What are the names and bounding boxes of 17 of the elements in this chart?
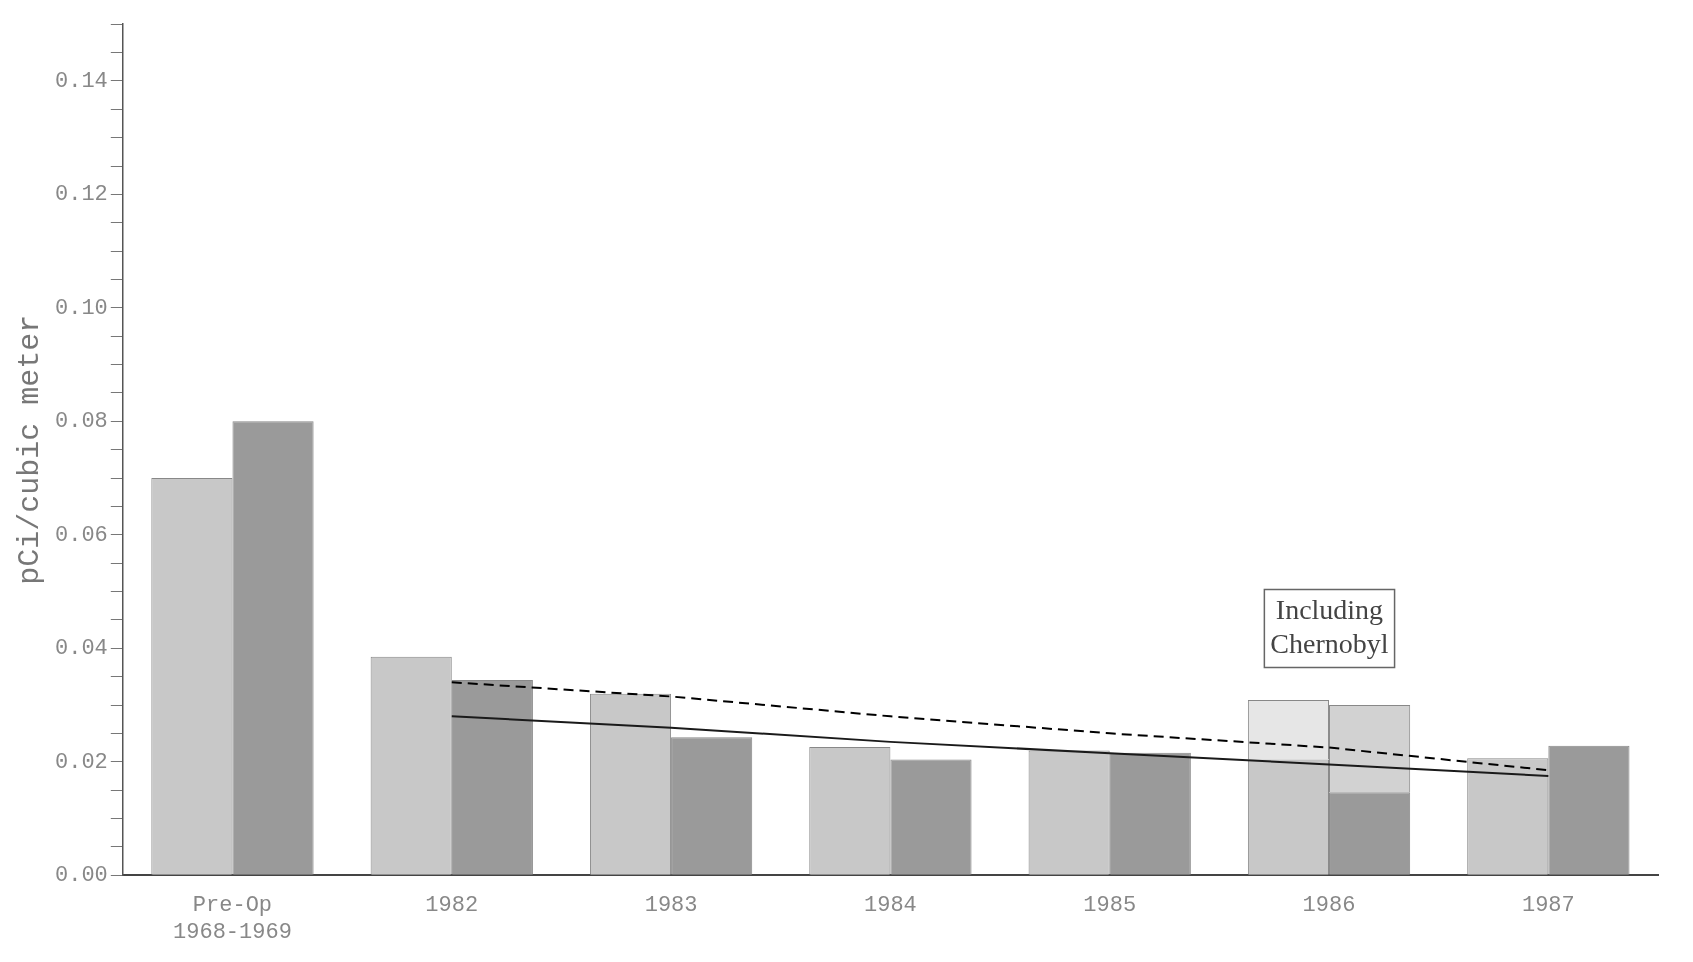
- x-tick-label: 1984: [864, 893, 917, 919]
- x-tick-label: 1987: [1521, 893, 1575, 919]
- y-tick-label: 0.04: [55, 636, 108, 662]
- x-tick-label: Pre-Op 1968-1969: [173, 893, 292, 945]
- y-tick-label: 0.12: [55, 182, 108, 208]
- x-tick-label: 1982: [425, 893, 479, 919]
- y-axis-title: pCi/cubic meter: [12, 314, 47, 585]
- y-tick-label: 0.08: [55, 409, 108, 435]
- x-tick-label: 1986: [1302, 893, 1356, 919]
- annotation: Including Chernobyl: [1270, 593, 1389, 659]
- y-tick-label: 0.10: [55, 295, 108, 321]
- x-tick-label: 1983: [644, 893, 698, 919]
- x-tick-label: 1985: [1083, 893, 1137, 919]
- y-tick-label: 0.00: [55, 863, 108, 889]
- y-tick-label: 0.14: [55, 68, 108, 94]
- y-tick-label: 0.06: [55, 522, 108, 548]
- y-tick-label: 0.02: [55, 749, 108, 775]
